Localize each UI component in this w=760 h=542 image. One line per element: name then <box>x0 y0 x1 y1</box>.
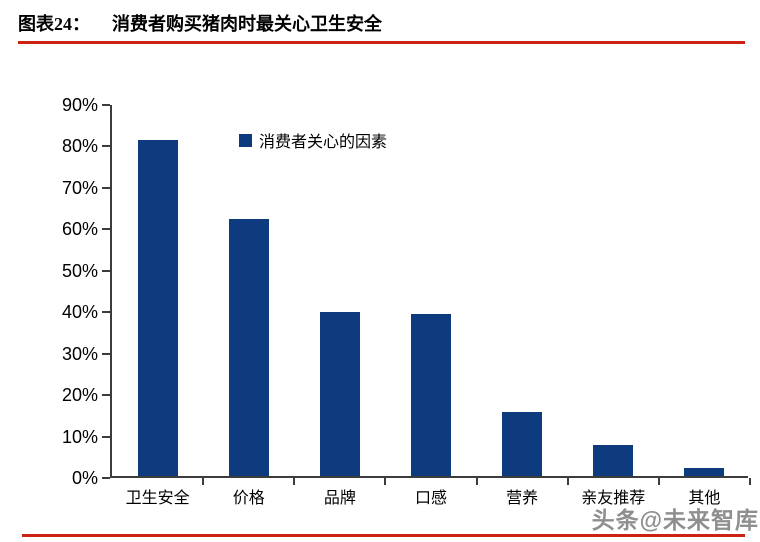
figure-number-label: 图表24： <box>18 14 90 34</box>
y-axis-tick-label: 30% <box>61 343 98 364</box>
bottom-rule <box>22 534 745 537</box>
x-axis-category-label: 其他 <box>688 490 721 507</box>
watermark: 头条@未来智库 <box>591 507 759 533</box>
y-axis-tick-label: 80% <box>61 136 98 157</box>
x-tick <box>293 478 296 485</box>
y-axis-tick-label: 90% <box>61 95 98 115</box>
x-axis-category-label: 口感 <box>414 490 447 507</box>
y-axis-tick-label: 40% <box>61 302 98 323</box>
chart-bar <box>228 219 269 476</box>
y-tick <box>102 228 110 231</box>
y-axis-tick-label: 70% <box>61 177 98 198</box>
y-tick <box>102 104 110 106</box>
x-axis-category-label: 营养 <box>506 490 539 507</box>
y-tick <box>102 394 110 397</box>
y-tick <box>102 145 110 148</box>
y-axis-tick-label: 20% <box>61 385 98 406</box>
x-tick <box>475 478 478 485</box>
x-axis-category-label: 价格 <box>232 490 265 507</box>
title-underline-rule <box>18 41 745 44</box>
legend-swatch <box>239 133 252 147</box>
x-axis-category-label: 卫生安全 <box>125 490 190 507</box>
x-tick <box>566 478 569 485</box>
y-tick <box>102 269 110 272</box>
x-tick <box>749 478 751 485</box>
y-axis-tick-label: 10% <box>61 426 98 447</box>
y-axis-tick-label: 50% <box>61 260 98 281</box>
chart-bar <box>684 467 725 476</box>
y-axis-tick-label: 60% <box>61 219 98 240</box>
x-tick <box>202 478 205 485</box>
plot-area: 0% 10% 20% 30% 40% 50% 60% 70% 80% 90% 卫生安全 价格 品牌 口感 营… <box>62 95 751 507</box>
page-title: 消费者购买猪肉时最关心卫生安全 <box>112 14 382 34</box>
chart-bar <box>137 140 178 476</box>
chart-title-row: 图表24： 消费者购买猪肉时最关心卫生安全 <box>18 10 382 36</box>
chart-bar <box>411 314 451 476</box>
legend-label: 消费者关心的因素 <box>259 134 388 151</box>
chart-bar <box>319 312 360 476</box>
y-tick <box>102 311 110 314</box>
legend: 消费者关心的因素 <box>239 128 387 152</box>
y-tick <box>102 352 110 355</box>
y-axis-tick-label: 0% <box>71 468 98 488</box>
y-tick <box>102 477 110 479</box>
x-axis-category-label: 亲友推荐 <box>581 490 646 507</box>
x-tick <box>657 478 660 485</box>
x-axis-category-label: 品牌 <box>323 490 356 507</box>
chart-bar <box>593 444 634 476</box>
y-tick <box>102 435 110 438</box>
chart-bar <box>502 411 543 476</box>
y-tick <box>102 186 110 189</box>
x-tick <box>384 478 387 485</box>
